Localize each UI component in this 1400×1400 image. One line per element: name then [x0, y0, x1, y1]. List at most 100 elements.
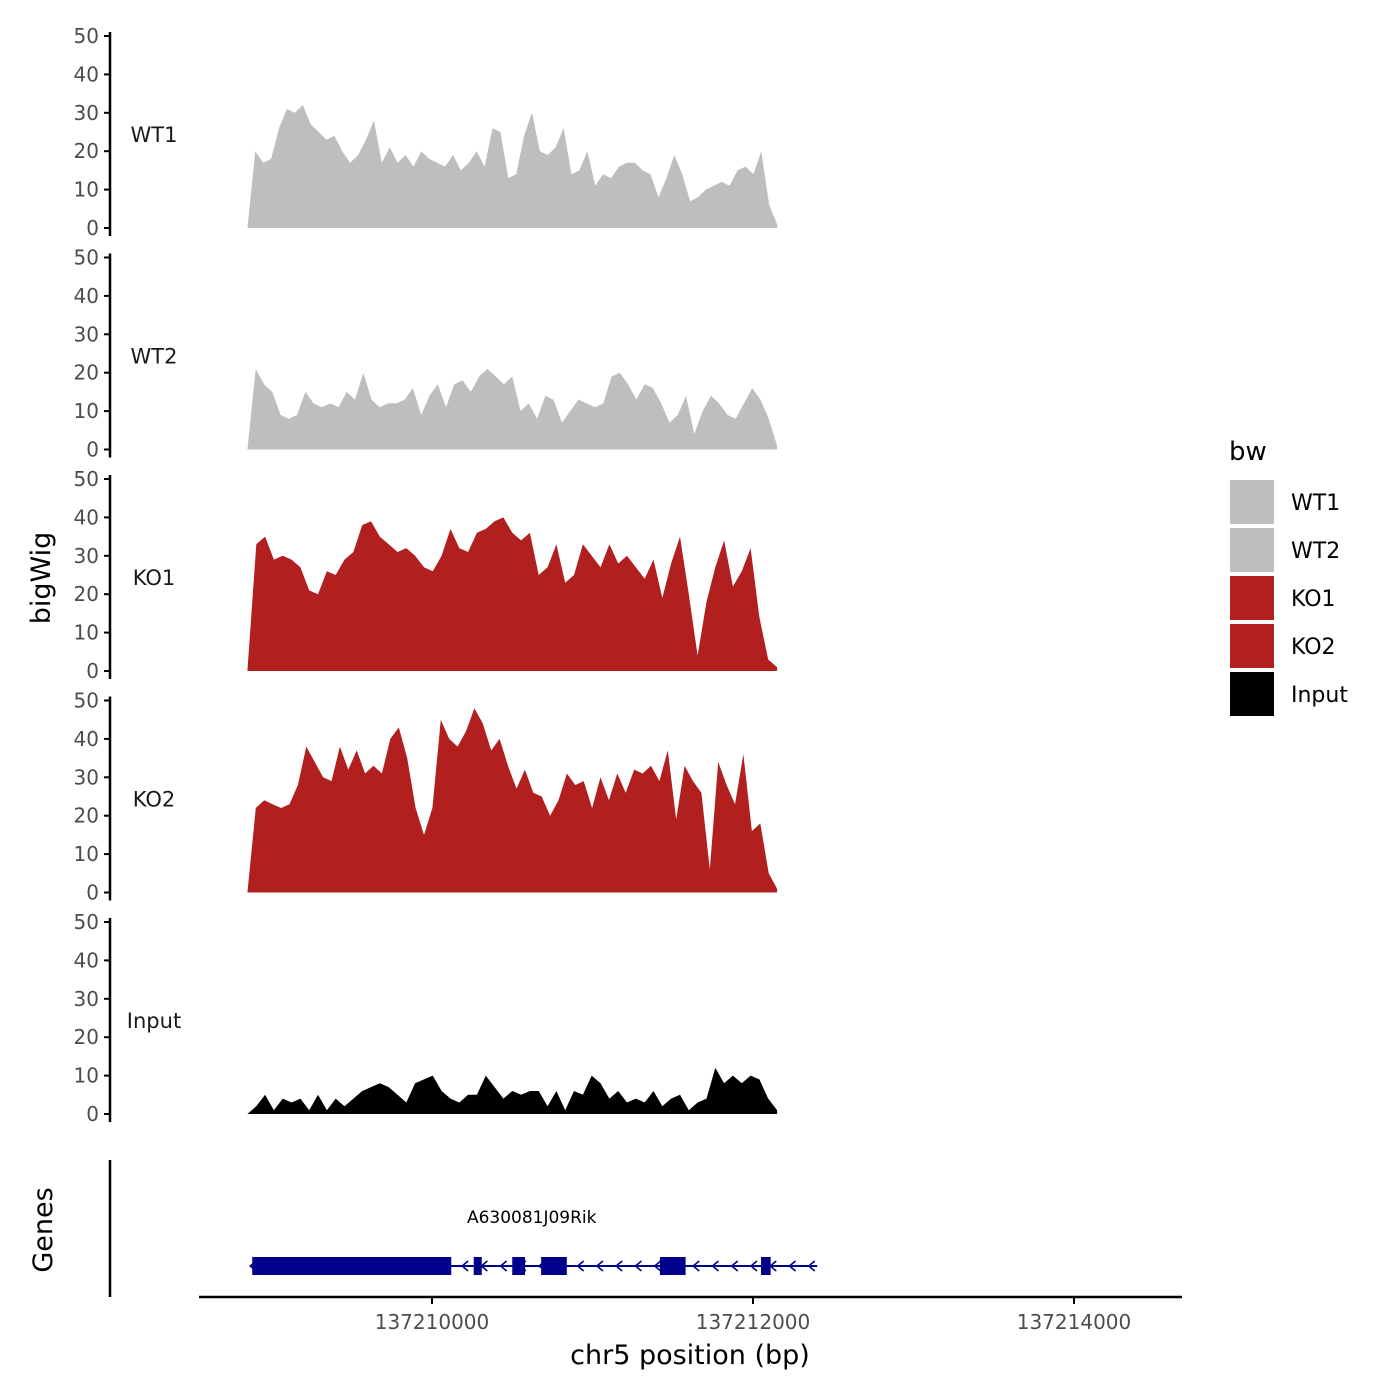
y-tick-label: 30 [74, 322, 99, 346]
strand-arrow [499, 1260, 508, 1272]
y-tick-label: 0 [86, 216, 99, 240]
y-tick-label: 0 [86, 881, 99, 905]
strand-arrow [614, 1260, 623, 1272]
panel-ko2: 0 10 20 30 40 50 KO2 [74, 689, 778, 905]
strand-arrow [807, 1260, 816, 1272]
coverage-area-ko2 [247, 708, 778, 893]
strand-arrow [518, 1260, 527, 1272]
coverage-area-wt1 [247, 105, 778, 228]
strand-arrow [691, 1260, 700, 1272]
y-tick-label: 10 [74, 1064, 99, 1088]
y-tick-label: 10 [74, 621, 99, 645]
strand-arrow [769, 1260, 777, 1272]
gene-track: A630081J09Rik [108, 1160, 818, 1297]
y-tick-label: 40 [74, 727, 99, 751]
panel-ko1: 0 10 20 30 40 50 KO1 [74, 467, 778, 683]
y-tick-label: 50 [74, 24, 99, 48]
panel-wt1: 0 10 20 30 40 50 WT1 [74, 24, 778, 240]
y-tick-label: 50 [74, 246, 99, 270]
strand-arrow [749, 1260, 758, 1272]
strand-arrow [730, 1260, 739, 1272]
panel-label: KO2 [133, 788, 176, 812]
strand-arrow [383, 1260, 392, 1272]
strand-arrow [480, 1260, 488, 1272]
panel-label: KO1 [133, 566, 176, 590]
y-tick-label: 40 [74, 505, 99, 529]
strand-arrow [672, 1260, 681, 1272]
gene-exon [252, 1257, 452, 1275]
y-tick-label: 0 [86, 1102, 99, 1126]
gene-exon [473, 1257, 482, 1275]
y-tick-label: 20 [74, 139, 99, 163]
legend-key-ko2 [1230, 624, 1274, 668]
legend-key-wt2 [1230, 528, 1274, 572]
x-axis-title: chr5 position (bp) [570, 1340, 810, 1371]
y-tick-label: 30 [74, 544, 99, 568]
strand-arrow [268, 1260, 277, 1272]
legend: bw WT1 WT2 KO1 KO2 Input [1229, 437, 1348, 716]
strand-arrow [711, 1260, 719, 1272]
y-tick-label: 20 [74, 582, 99, 606]
strand-arrow [345, 1260, 354, 1272]
strand-arrow [595, 1260, 604, 1272]
legend-label-wt2: WT2 [1291, 539, 1340, 564]
y-tick-label: 10 [74, 178, 99, 202]
panel-label: WT2 [131, 345, 178, 369]
panel-input: 0 10 20 30 40 50 Input [74, 910, 778, 1126]
strand-arrow [403, 1260, 411, 1272]
y-tick-label: 30 [74, 765, 99, 789]
panel-wt2: 0 10 20 30 40 50 WT2 [74, 246, 778, 462]
panel-label: Input [127, 1009, 181, 1033]
y-tick-label: 40 [74, 284, 99, 308]
y-tick-label: 40 [74, 62, 99, 86]
x-tick-label: 137214000 [1017, 1310, 1132, 1334]
coverage-panels: 0 10 20 30 40 50 WT1 0 10 20 30 40 50 WT2 0 10 20 30 40 50 K… [74, 24, 778, 1126]
y-tick-label: 40 [74, 948, 99, 972]
strand-arrow [634, 1260, 642, 1272]
x-tick-label: 137210000 [375, 1310, 490, 1334]
y-tick-label: 30 [74, 987, 99, 1011]
strand-arrow [248, 1260, 257, 1272]
legend-label-ko1: KO1 [1291, 587, 1336, 612]
legend-label-ko2: KO2 [1291, 635, 1336, 660]
panel-label: WT1 [131, 123, 178, 147]
y-tick-label: 50 [74, 467, 99, 491]
strand-arrow [576, 1260, 585, 1272]
genes-axis-title: Genes [28, 1187, 59, 1272]
y-tick-label: 20 [74, 1025, 99, 1049]
legend-key-input [1230, 672, 1274, 716]
legend-key-ko1 [1230, 576, 1274, 620]
y-tick-label: 20 [74, 804, 99, 828]
strand-arrow [653, 1260, 662, 1272]
coverage-area-wt2 [247, 368, 778, 450]
strand-arrow [422, 1260, 431, 1272]
gene-exon [761, 1257, 771, 1275]
y-tick-label: 10 [74, 842, 99, 866]
strand-arrow [460, 1260, 469, 1272]
y-tick-label: 20 [74, 361, 99, 385]
y-tick-label: 50 [74, 910, 99, 934]
strand-arrow [306, 1260, 315, 1272]
strand-arrow [364, 1260, 373, 1272]
x-axis: 137210000 137212000 137214000 [199, 1295, 1182, 1334]
y-axis-title: bigWig [26, 532, 57, 625]
gene-exon [541, 1257, 567, 1275]
y-tick-label: 30 [74, 101, 99, 125]
legend-label-wt1: WT1 [1291, 491, 1340, 516]
y-tick-label: 0 [86, 659, 99, 683]
strand-arrow [441, 1260, 450, 1272]
legend-title: bw [1229, 437, 1267, 467]
y-tick-label: 0 [86, 438, 99, 462]
legend-label-input: Input [1291, 683, 1348, 708]
coverage-area-input [247, 1067, 778, 1114]
strand-arrow [788, 1260, 797, 1272]
y-tick-label: 50 [74, 689, 99, 713]
strand-arrow [287, 1260, 296, 1272]
y-tick-label: 10 [74, 399, 99, 423]
strand-arrow [326, 1260, 334, 1272]
x-tick-label: 137212000 [696, 1310, 811, 1334]
gene-name-label: A630081J09Rik [467, 1208, 597, 1228]
strand-arrow [537, 1260, 546, 1272]
legend-key-wt1 [1230, 480, 1274, 524]
